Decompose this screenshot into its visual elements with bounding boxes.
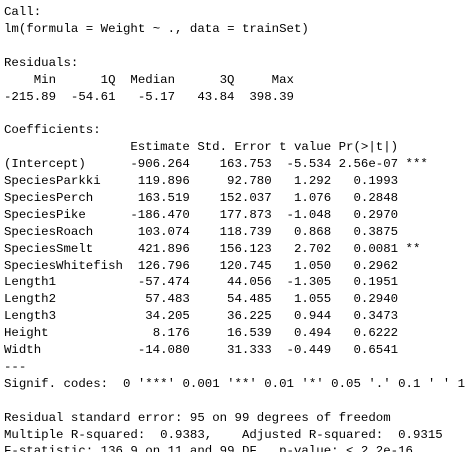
coef-value: -906.264: [130, 157, 190, 172]
coef-name: SpeciesSmelt: [4, 241, 94, 256]
coef-value: 0.1993: [353, 174, 399, 188]
coef-value: 0.944: [293, 309, 332, 324]
residual-header: Min: [33, 72, 57, 87]
coef-value: 0.3875: [353, 224, 399, 239]
coef-name: Length3: [4, 309, 57, 324]
coef-value: 0.0081: [353, 241, 399, 256]
coef-value: 1.292: [293, 174, 332, 188]
coef-name: SpeciesParkki: [4, 174, 101, 188]
residual-value: -54.61: [70, 89, 116, 104]
coef-name: SpeciesPerch: [4, 190, 94, 205]
coef-name: Length1: [4, 275, 57, 290]
coef-value: 54.485: [227, 292, 272, 307]
coef-value: 0.3473: [353, 309, 399, 324]
coef-value: 1.076: [293, 190, 332, 205]
coef-value: 2.56e-07: [338, 157, 399, 172]
coef-value: -186.470: [130, 207, 190, 222]
call-label: Call:: [4, 5, 42, 19]
coef-value: 0.2962: [353, 258, 399, 273]
coef-name: Width: [4, 343, 42, 357]
coef-name: SpeciesRoach: [4, 224, 94, 239]
coef-header: Pr(>|t|): [338, 140, 399, 155]
coef-name: SpeciesPike: [4, 207, 86, 222]
residual-header: Max: [271, 72, 294, 87]
coef-value: -1.048: [286, 207, 332, 222]
coef-value: 36.225: [227, 309, 272, 324]
footer-line: Residual standard error: 95 on 99 degree…: [4, 410, 391, 425]
residual-value: -215.89: [3, 89, 57, 104]
coef-value: 103.074: [137, 224, 190, 239]
coef-value: 0.2848: [353, 190, 399, 205]
coef-value: -0.449: [286, 343, 332, 357]
coef-value: 92.780: [227, 174, 272, 188]
coef-value: -57.474: [137, 275, 190, 290]
coef-value: -5.534: [286, 157, 332, 172]
coef-value: 34.205: [145, 309, 190, 324]
coef-value: 2.702: [293, 241, 332, 256]
coef-value: 156.123: [219, 241, 272, 256]
coef-value: 16.539: [227, 326, 272, 341]
coef-value: 0.2940: [353, 292, 399, 307]
coef-value: 0.6541: [353, 343, 399, 357]
residual-header: 3Q: [219, 72, 235, 87]
coef-value: 8.176: [152, 326, 190, 341]
coef-value: 0.1951: [353, 275, 399, 290]
residual-value: 43.84: [197, 89, 235, 104]
coef-value: 0.868: [293, 224, 332, 239]
coef-value: 57.483: [145, 292, 190, 307]
coefficients-title: Coefficients:: [4, 123, 101, 138]
coef-value: 118.739: [219, 224, 272, 239]
residual-header: 1Q: [100, 72, 116, 87]
footer-line: Multiple R-squared: 0.9383, Adjusted R-s…: [4, 427, 443, 442]
call-text: lm(formula = Weight ~ ., data = trainSet…: [4, 21, 309, 36]
coef-value: 119.896: [137, 174, 190, 188]
coef-value: 163.753: [219, 157, 272, 172]
coef-value: 126.796: [137, 258, 190, 273]
coef-value: 1.050: [293, 258, 332, 273]
coef-value: 163.519: [137, 190, 190, 205]
signif-stars: **: [405, 241, 421, 256]
separator: ---: [4, 359, 27, 374]
coef-name: (Intercept): [4, 157, 86, 172]
residual-header: Median: [130, 72, 176, 87]
coef-value: 44.056: [227, 275, 272, 290]
coef-value: 31.333: [227, 343, 272, 357]
coef-name: SpeciesWhitefish: [4, 258, 123, 273]
residual-value: -5.17: [137, 89, 176, 104]
coef-value: 120.745: [219, 258, 272, 273]
residual-value: 398.39: [249, 89, 294, 104]
coef-header: t value: [279, 140, 332, 155]
coef-name: Length2: [4, 292, 57, 307]
coef-name: Height: [4, 326, 49, 341]
residuals-title: Residuals:: [4, 55, 79, 70]
signif-codes: Signif. codes: 0 '***' 0.001 '**' 0.01 '…: [4, 376, 466, 391]
coef-value: 0.494: [293, 326, 332, 341]
coef-value: 1.055: [293, 292, 332, 307]
coef-value: -14.080: [137, 343, 190, 357]
signif-stars: ***: [405, 157, 428, 172]
coef-value: 152.037: [219, 190, 272, 205]
footer-line: F-statistic: 136.9 on 11 and 99 DF, p-va…: [4, 444, 413, 452]
coef-header: Estimate: [130, 140, 190, 155]
coef-value: 177.873: [219, 207, 272, 222]
coef-value: 421.896: [137, 241, 190, 256]
coef-value: 0.2970: [353, 207, 399, 222]
coef-value: 0.6222: [353, 326, 399, 341]
coef-header: Std. Error: [197, 140, 272, 155]
coef-value: -1.305: [286, 275, 332, 290]
